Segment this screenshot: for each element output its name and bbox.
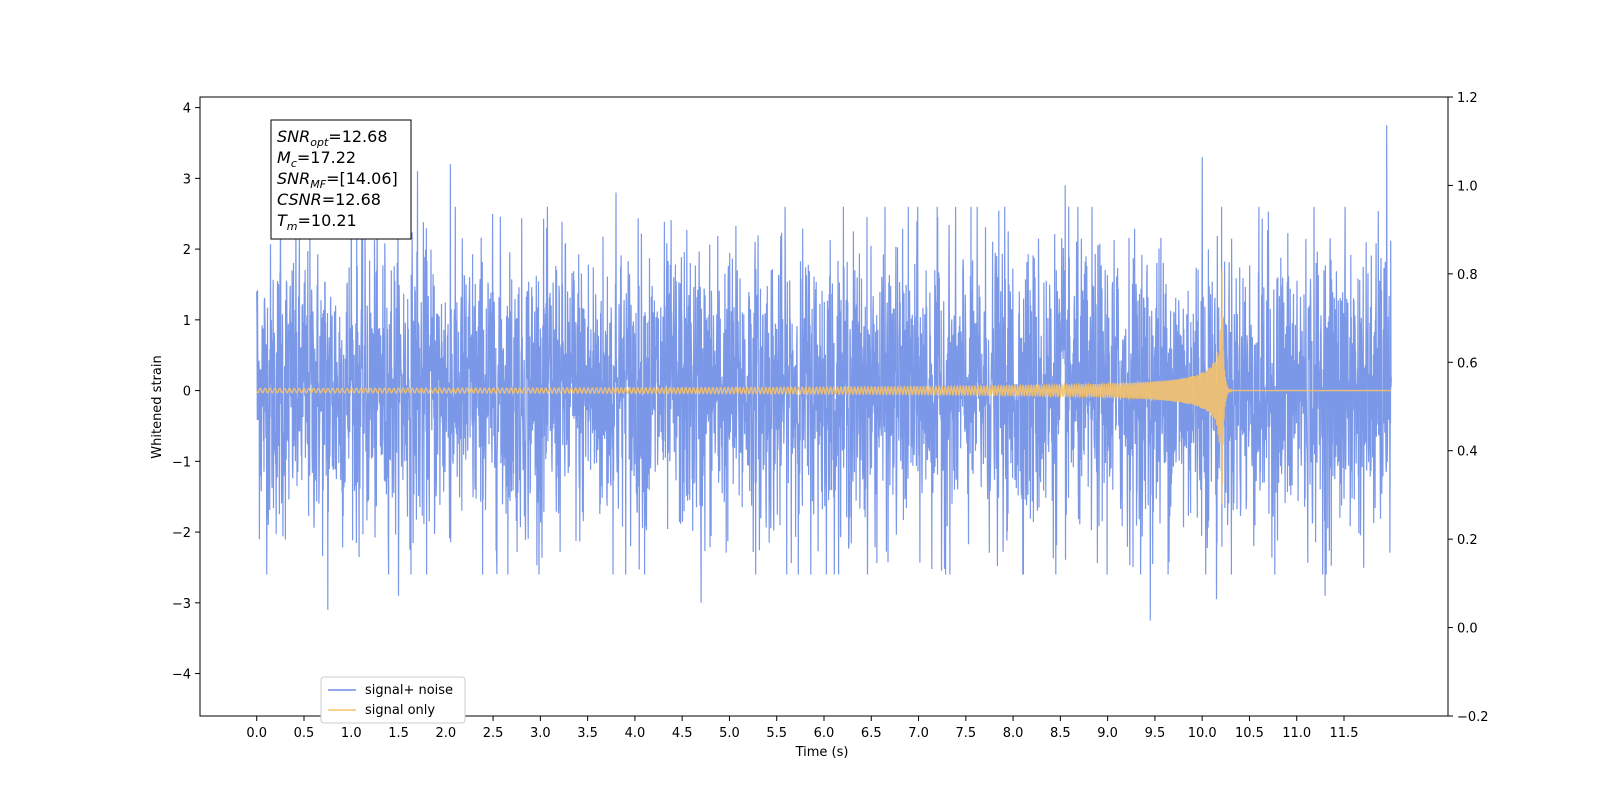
y-right-tick-label: 0.2: [1457, 533, 1478, 548]
legend-label-signal: signal only: [365, 703, 435, 718]
x-tick-label: 7.0: [908, 726, 929, 741]
x-tick-label: 1.0: [341, 726, 362, 741]
x-tick-label: 9.5: [1145, 726, 1166, 741]
x-tick-label: 3.5: [577, 726, 598, 741]
y-tick-label: −4: [172, 668, 191, 683]
x-tick-label: 6.5: [861, 726, 882, 741]
x-tick-label: 4.5: [672, 726, 693, 741]
annotation-line: CSNR=12.68: [277, 190, 381, 209]
x-tick-label: 10.5: [1235, 726, 1264, 741]
signal-series: [256, 270, 1392, 505]
annotation-line: SNRMF=[14.06]: [277, 169, 398, 191]
x-tick-label: 2.5: [483, 726, 504, 741]
y-tick-label: −2: [172, 526, 191, 541]
annotation-line: Tm=10.21: [277, 211, 357, 233]
y-tick-label: −1: [172, 455, 191, 470]
x-tick-label: 7.5: [955, 726, 976, 741]
y-tick-label: −3: [172, 597, 191, 612]
x-tick-label: 8.5: [1050, 726, 1071, 741]
annotation-line: Mc=17.22: [277, 148, 356, 170]
y-tick-label: 1: [183, 314, 191, 329]
x-tick-label: 0.5: [294, 726, 315, 741]
x-tick-label: 2.0: [435, 726, 456, 741]
x-tick-label: 11.5: [1330, 726, 1359, 741]
x-tick-label: 9.0: [1097, 726, 1118, 741]
y-tick-label: 4: [183, 102, 191, 117]
x-tick-label: 4.0: [625, 726, 646, 741]
signal-line: [256, 270, 1392, 505]
x-tick-label: 10.0: [1188, 726, 1217, 741]
y-axis-right: −0.2 0.0 0.2 0.4 0.6 0.8 1.0 1.2: [1448, 91, 1489, 725]
x-tick-label: 1.5: [388, 726, 409, 741]
y-right-tick-label: 0.4: [1457, 445, 1478, 460]
legend: signal+ noise signal only: [320, 676, 466, 724]
annotation-line: SNRopt=12.68: [277, 127, 388, 149]
y-tick-label: 2: [183, 243, 191, 258]
y-axis-label: Whitened strain: [150, 355, 165, 458]
y-tick-label: 3: [183, 172, 191, 187]
y-right-tick-label: 0.8: [1457, 268, 1478, 283]
x-tick-label: 11.0: [1282, 726, 1311, 741]
x-axis-label: Time (s): [795, 745, 849, 760]
y-tick-label: 0: [183, 385, 191, 400]
noise-series: [256, 125, 1392, 621]
y-right-tick-label: 1.2: [1457, 91, 1478, 106]
y-right-tick-label: 0.6: [1457, 356, 1478, 371]
x-tick-label: 5.5: [766, 726, 787, 741]
legend-label-noise: signal+ noise: [365, 683, 453, 698]
x-tick-label: 3.0: [530, 726, 551, 741]
y-right-tick-label: 1.0: [1457, 179, 1478, 194]
x-tick-label: 5.0: [719, 726, 740, 741]
y-right-tick-label: −0.2: [1457, 710, 1489, 725]
x-tick-label: 0.0: [246, 726, 267, 741]
x-axis: 0.0 0.5 1.0 1.5 2.0 2.5 3.0 3.5 4.0 4.5 5.0 5.5 6.0 6…: [246, 716, 1358, 741]
annotation-box: SNRopt=12.68Mc=17.22SNRMF=[14.06]CSNR=12…: [270, 119, 412, 240]
y-right-tick-label: 0.0: [1457, 622, 1478, 637]
noise-line: [256, 125, 1392, 621]
y-axis-left: −4 −3 −2 −1 0 1 2 3 4: [172, 102, 200, 683]
x-tick-label: 8.0: [1003, 726, 1024, 741]
x-tick-label: 6.0: [814, 726, 835, 741]
